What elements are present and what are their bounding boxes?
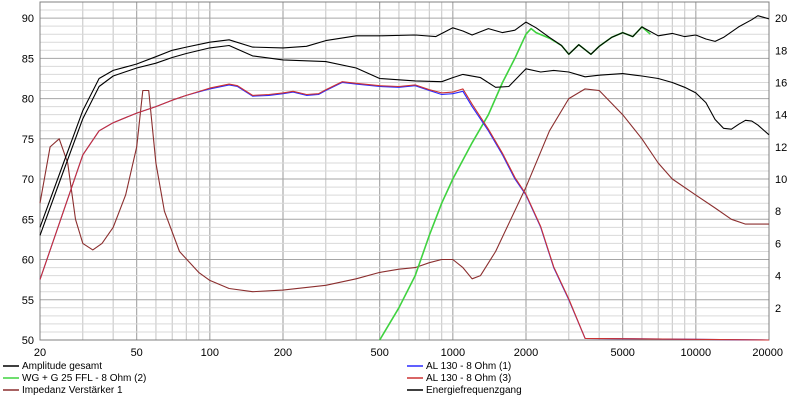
legend-label: AL 130 - 8 Ohm (3): [426, 373, 511, 384]
series-line: [39, 81, 770, 341]
y2-tick-label: 16: [775, 77, 787, 89]
legend-label: Impedanz Verstärker 1: [22, 385, 123, 396]
legend-entry: AL 130 - 8 Ohm (1): [407, 361, 511, 372]
y-tick-label: 70: [22, 174, 34, 186]
y-tick-label: 65: [22, 214, 34, 226]
x-tick-label: 1000: [441, 347, 465, 359]
grid: [40, 2, 769, 340]
legend-entry: Energiefrequenzgang: [407, 385, 522, 396]
y-axis-right-labels: 2 4 6 8 10 12 14 16 18 20: [775, 13, 787, 315]
y2-tick-label: 18: [775, 45, 787, 57]
y2-tick-label: 12: [775, 142, 787, 154]
x-tick-label: 5000: [610, 347, 634, 359]
series-lines: [39, 15, 770, 341]
y-tick-label: 60: [22, 255, 34, 267]
series-line: [39, 15, 770, 228]
plot-frame: [39, 1, 770, 341]
y-tick-label: 85: [22, 53, 34, 65]
legend-label: WG + G 25 FFL - 8 Ohm (2): [22, 373, 146, 384]
x-tick-label: 20000: [752, 347, 783, 359]
legend-label: AL 130 - 8 Ohm (1): [426, 361, 511, 372]
y2-tick-label: 6: [775, 238, 781, 250]
legend-entry: AL 130 - 8 Ohm (3): [407, 373, 511, 384]
x-axis-labels: 20 50 100 200 500 1000 2000 5000 10000 20000: [34, 347, 783, 359]
x-tick-label: 10000: [681, 347, 712, 359]
y2-tick-label: 2: [775, 303, 781, 315]
y-tick-label: 90: [22, 13, 34, 25]
legend-label: Amplitude gesamt: [22, 361, 102, 372]
y2-tick-label: 8: [775, 206, 781, 218]
legend-entry: WG + G 25 FFL - 8 Ohm (2): [3, 373, 146, 384]
series-line: [39, 88, 769, 293]
x-tick-label: 50: [131, 347, 143, 359]
y-tick-label: 55: [22, 295, 34, 307]
x-tick-label: 500: [371, 347, 389, 359]
y-tick-label: 75: [22, 134, 34, 146]
y-axis-left-labels: 50 55 60 65 70 75 80 85 90: [22, 13, 34, 347]
y-tick-label: 50: [22, 335, 34, 347]
legend-label: Energiefrequenzgang: [426, 385, 522, 396]
series-line: [39, 44, 770, 236]
y2-tick-label: 4: [775, 271, 781, 283]
legend-entry: Amplitude gesamt: [3, 361, 102, 372]
x-tick-label: 200: [274, 347, 292, 359]
y2-tick-label: 10: [775, 174, 787, 186]
legend-entry: Impedanz Verstärker 1: [3, 385, 123, 396]
y2-tick-label: 14: [775, 110, 787, 122]
y-tick-label: 80: [22, 94, 34, 106]
x-tick-label: 20: [34, 347, 46, 359]
x-tick-label: 2000: [514, 347, 538, 359]
x-tick-label: 100: [201, 347, 219, 359]
y2-tick-label: 20: [775, 13, 787, 25]
